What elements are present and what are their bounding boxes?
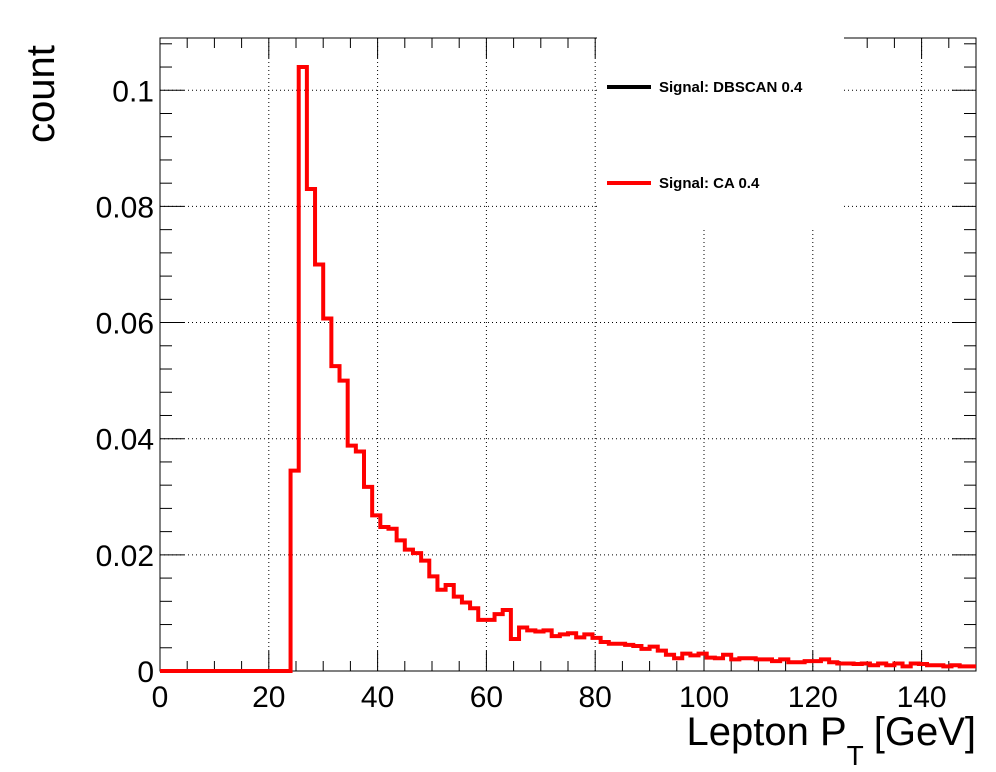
- y-tick-label: 0.04: [96, 424, 154, 457]
- x-tick-label: 60: [470, 681, 503, 714]
- x-tick-label: 0: [152, 681, 169, 714]
- plot-frame: [159, 37, 977, 672]
- plot-border: [159, 37, 977, 672]
- x-axis-title-subscript: T: [847, 740, 864, 771]
- series-layer: [160, 65, 976, 673]
- legend-label-ca: Signal: CA 0.4: [659, 175, 760, 192]
- x-axis-title: Lepton PT [GeV]: [686, 710, 976, 771]
- legend-background: [597, 37, 844, 227]
- legend-label-dbscan: Signal: DBSCAN 0.4: [659, 79, 803, 96]
- y-tick-label: 0.1: [112, 75, 154, 108]
- y-tick-labels: 0 0.02 0.04 0.06 0.08 0.1: [96, 75, 154, 689]
- x-tick-label: 120: [788, 681, 838, 714]
- series-line-1: [160, 65, 976, 673]
- x-tick-label: 140: [897, 681, 947, 714]
- x-axis-title-main: Lepton P: [686, 710, 846, 754]
- y-axis-title: count: [19, 45, 63, 143]
- x-tick-label: 100: [679, 681, 729, 714]
- y-tick-label: 0: [137, 656, 154, 689]
- x-tick-label: 80: [579, 681, 612, 714]
- x-axis-title-unit: [GeV]: [874, 710, 976, 754]
- x-tick-labels: 0 20 40 60 80 100 120 140: [152, 681, 947, 714]
- x-tick-label: 20: [252, 681, 285, 714]
- y-tick-label: 0.02: [96, 540, 154, 573]
- legend: Signal: DBSCAN 0.4 Signal: CA 0.4: [597, 37, 844, 227]
- axis-ticks: [159, 38, 977, 672]
- grid-lines: [160, 38, 976, 671]
- x-tick-label: 40: [361, 681, 394, 714]
- y-tick-label: 0.08: [96, 191, 154, 224]
- y-tick-label: 0.06: [96, 308, 154, 341]
